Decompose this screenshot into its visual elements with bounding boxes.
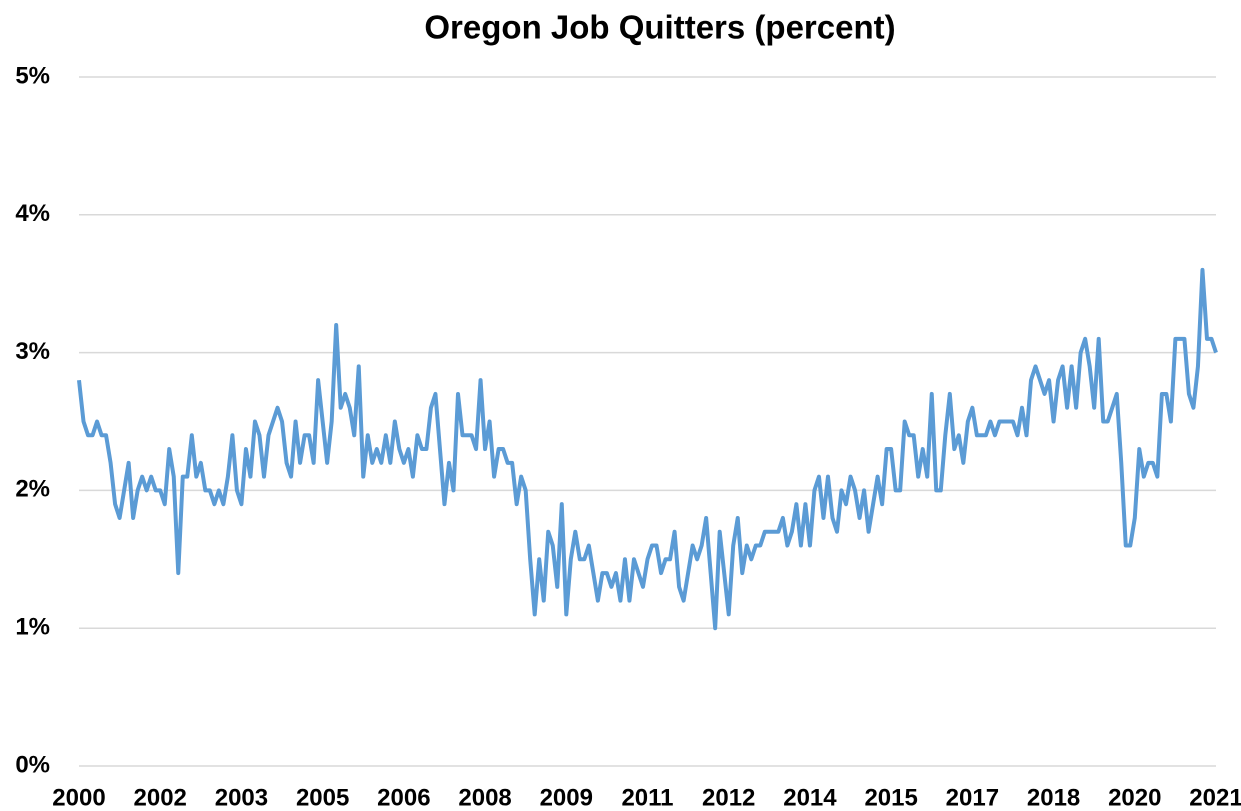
x-tick-label: 2005 [296,784,349,811]
x-tick-label: 2002 [134,784,187,811]
x-tick-label: 2012 [702,784,755,811]
x-tick-label: 2011 [621,784,673,811]
x-tick-label: 2008 [458,784,511,811]
x-tick-label: 2021 [1189,784,1241,811]
x-tick-label: 2003 [215,784,268,811]
x-tick-label: 2015 [864,784,917,811]
y-tick-label: 1% [15,614,50,641]
data-line [77,267,1218,631]
y-tick-label: 3% [15,338,50,365]
x-tick-label: 2000 [52,784,105,811]
x-tick-label: 2018 [1027,784,1080,811]
chart-title: Oregon Job Quitters (percent) [424,9,895,46]
y-tick-label: 2% [15,476,50,503]
y-tick-label: 4% [15,200,50,227]
x-tick-label: 2017 [946,784,999,811]
x-tick-label: 2020 [1108,784,1161,811]
y-tick-label: 0% [15,751,50,778]
x-tick-label: 2014 [783,784,837,811]
x-tick-label: 2009 [540,784,593,811]
y-tick-label: 5% [15,62,50,89]
x-tick-label: 2006 [377,784,430,811]
